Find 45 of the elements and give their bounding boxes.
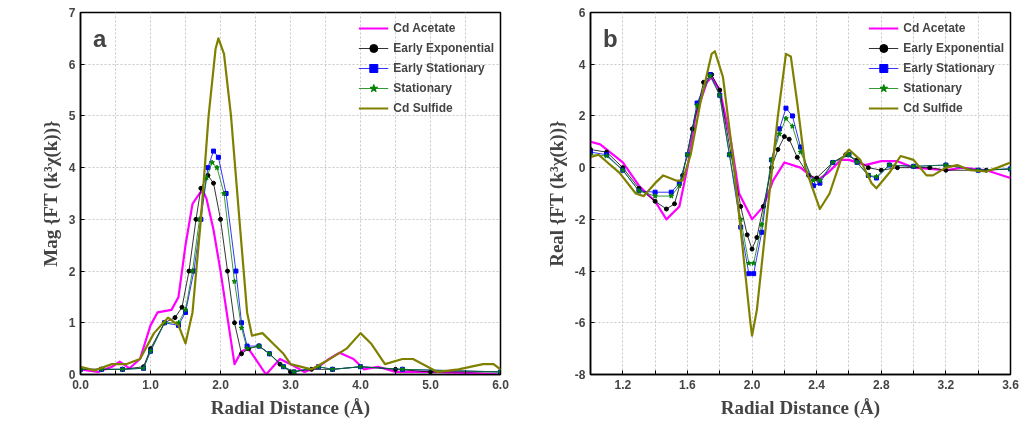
y-tick-label: 6 (68, 57, 76, 72)
y-axis-title: Real {FT (k³χ(k))} (545, 120, 568, 267)
x-axis-title: Radial Distance (Å) (210, 396, 371, 419)
x-tick-label: 3.2 (937, 377, 955, 392)
legend-label: Early Exponential (903, 41, 1004, 55)
legend-label: Cd Sulfide (393, 101, 453, 115)
legend-label: Stationary (393, 81, 452, 95)
x-tick-label: 2.0 (743, 377, 761, 392)
y-tick-label: -2 (574, 212, 586, 227)
x-tick-label: 1.2 (614, 377, 632, 392)
x-tick-label: 2.0 (212, 377, 230, 392)
legend-label: Cd Acetate (903, 21, 966, 35)
x-tick-label: 2.4 (808, 377, 826, 392)
legend-label: Cd Acetate (393, 21, 456, 35)
x-axis-title: Radial Distance (Å) (720, 396, 881, 419)
y-tick-label: 7 (68, 6, 76, 20)
y-tick-label: 0 (578, 161, 586, 176)
y-tick-label: -8 (574, 368, 586, 382)
legend-label: Cd Sulfide (903, 101, 963, 115)
y-tick-label: 6 (578, 6, 586, 20)
legend-label: Early Exponential (393, 41, 494, 55)
y-tick-label: 4 (68, 161, 76, 176)
y-tick-label: 2 (68, 264, 76, 279)
legend-label: Early Stationary (903, 61, 995, 75)
x-tick-label: 3.0 (282, 377, 300, 392)
y-tick-label: 2 (578, 109, 586, 124)
legend-label: Stationary (903, 81, 962, 95)
annotation: a (93, 25, 108, 53)
y-tick-label: -6 (574, 316, 586, 331)
y-tick-label: 3 (68, 212, 76, 227)
x-tick-label: 6.0 (492, 377, 510, 392)
y-tick-label: 1 (68, 316, 76, 331)
y-axis-title: Mag {FT (k³χ(k))} (39, 120, 62, 267)
x-tick-label: 4.0 (352, 377, 370, 392)
y-tick-label: -4 (574, 264, 586, 279)
x-tick-label: 1.0 (142, 377, 160, 392)
y-tick-label: 5 (68, 109, 76, 124)
x-tick-label: 2.8 (872, 377, 890, 392)
y-tick-label: 0 (68, 368, 76, 382)
legend-label: Early Stationary (393, 61, 485, 75)
x-tick-label: 1.6 (679, 377, 697, 392)
y-tick-label: 4 (578, 57, 586, 72)
x-tick-label: 3.6 (1002, 377, 1020, 392)
annotation: b (603, 25, 618, 53)
x-tick-label: 5.0 (422, 377, 440, 392)
